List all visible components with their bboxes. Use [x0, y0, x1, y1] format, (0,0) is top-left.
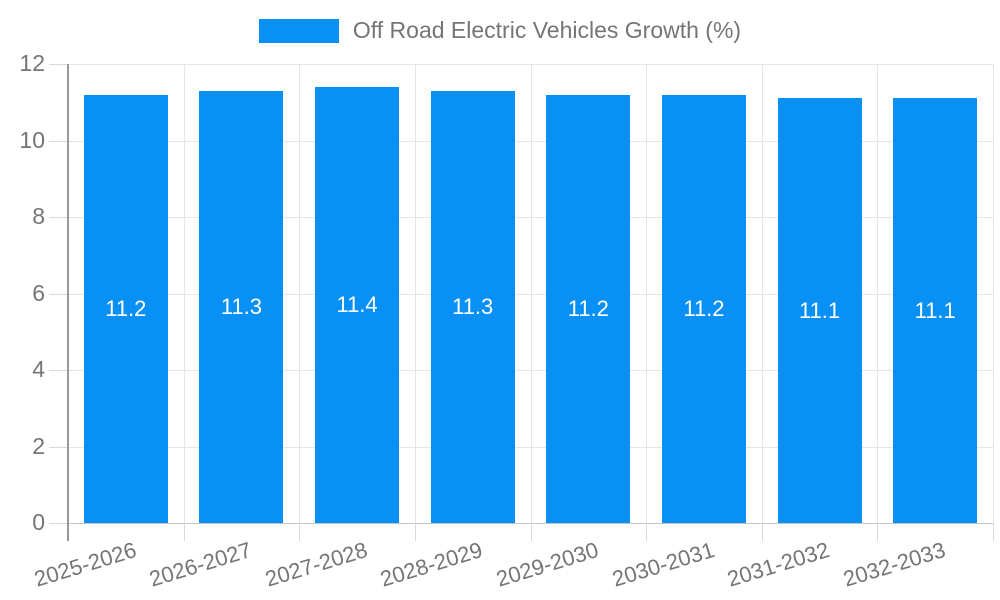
- v-gridline: [646, 64, 648, 523]
- bar-value-label: 11.2: [567, 295, 609, 321]
- bar-value-label: 11.2: [105, 295, 147, 321]
- y-axis-tick-label: 10: [19, 126, 45, 153]
- y-axis-tick: [49, 446, 68, 448]
- bar[interactable]: 11.3: [430, 90, 515, 523]
- y-axis-tick: [49, 523, 68, 524]
- x-axis-tick: [530, 523, 532, 541]
- y-axis-tick: [49, 217, 68, 218]
- x-axis-tick: [761, 523, 763, 541]
- v-gridline: [183, 64, 185, 523]
- v-gridline: [530, 64, 532, 523]
- x-axis-tick-label: 2030-2031: [609, 537, 717, 592]
- v-gridline: [299, 64, 301, 523]
- y-axis-tick-label: 4: [32, 356, 45, 383]
- x-axis-tick: [183, 523, 185, 541]
- x-axis-tick: [646, 523, 648, 541]
- v-gridline: [761, 64, 763, 523]
- y-axis-tick: [49, 140, 68, 142]
- bar-value-label: 11.4: [336, 291, 378, 317]
- x-axis-tick-label: 2028-2029: [377, 537, 486, 592]
- bar-value-label: 11.3: [452, 293, 494, 319]
- x-axis-tick: [877, 523, 879, 541]
- bar[interactable]: 11.1: [893, 98, 978, 523]
- x-axis-tick: [993, 523, 994, 541]
- bar-value-label: 11.3: [220, 293, 263, 319]
- x-axis-tick: [414, 523, 416, 541]
- v-gridline: [877, 64, 879, 523]
- y-axis-tick-label: 8: [32, 203, 45, 230]
- x-axis-tick-label: 2027-2028: [262, 537, 371, 592]
- x-axis-tick: [299, 523, 301, 541]
- x-axis-tick-label: 2032-2033: [840, 537, 949, 592]
- v-gridline: [414, 64, 416, 523]
- x-axis-tick-label: 2031-2032: [724, 537, 833, 592]
- legend-label: Off Road Electric Vehicles Growth (%): [352, 17, 742, 43]
- x-axis-tick-label: 2029-2030: [493, 537, 602, 592]
- bar-value-label: 11.2: [683, 295, 725, 321]
- legend-swatch-icon: [258, 18, 339, 43]
- bar[interactable]: 11.2: [661, 94, 746, 523]
- y-axis-tick-label: 0: [32, 509, 45, 536]
- legend[interactable]: Off Road Electric Vehicles Growth (%): [0, 17, 1000, 44]
- y-axis-tick: [49, 370, 68, 371]
- y-axis-tick-label: 12: [19, 50, 45, 77]
- bar[interactable]: 11.3: [199, 90, 284, 523]
- y-axis-tick-label: 2: [32, 432, 45, 459]
- bar-value-label: 11.1: [914, 297, 956, 323]
- bar[interactable]: 11.4: [315, 86, 400, 523]
- y-axis-tick: [49, 293, 68, 295]
- bar[interactable]: 11.2: [546, 94, 631, 523]
- x-axis-tick-label: 2026-2027: [146, 537, 255, 592]
- bar-value-label: 11.1: [798, 297, 841, 323]
- x-axis-tick-label: 2025-2026: [30, 537, 139, 592]
- y-axis-tick-label: 6: [32, 279, 45, 306]
- y-axis-tick: [49, 64, 68, 65]
- bar[interactable]: 11.1: [777, 98, 862, 523]
- y-axis-line: [67, 64, 69, 541]
- plot-area: 0 2 4 6 8 10 12 11.2 11.3 11.4 11.3 11.2 11.2 11.1 11.…: [19, 52, 994, 592]
- v-gridline: [993, 64, 994, 523]
- bar[interactable]: 11.2: [83, 94, 168, 523]
